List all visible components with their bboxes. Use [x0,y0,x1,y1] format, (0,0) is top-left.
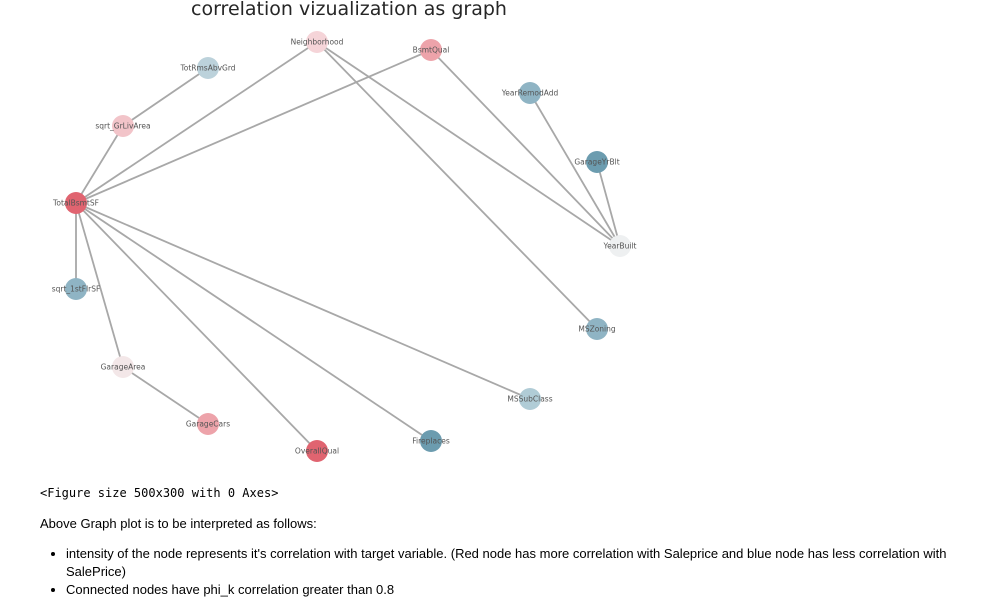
node-circle-yearbuilt [609,235,631,257]
node-garageyrblt: GarageYrBlt [574,151,620,173]
edge-neighborhood-yearbuilt [316,41,621,247]
node-label-fireplaces: Fireplaces [412,437,450,446]
node-garagearea: GarageArea [101,356,146,378]
node-totrmsabvgrd: TotRmsAbvGrd [179,57,236,79]
node-circle-yearremodadd [519,82,541,104]
node-circle-bsmtqual [420,39,442,61]
node-label-mszoning: MSZoning [578,325,616,334]
edge-garageyrblt-yearbuilt [596,161,621,247]
node-sqrt-grlivarea: sqrt_GrLivArea [95,115,151,137]
node-circle-garageyrblt [586,151,608,173]
node-label-garagearea: GarageArea [101,363,146,372]
edge-totalbsmtsf-mssubclass [75,202,531,400]
node-label-overallqual: OverallQual [295,447,339,456]
node-circle-mssubclass [519,388,541,410]
graph-title: correlation vizualization as graph [191,0,507,20]
bullet-list: intensity of the node represents it's co… [26,545,966,599]
edge-sqrt-grlivarea-totalbsmtsf [75,125,124,204]
node-label-garageyrblt: GarageYrBlt [574,158,619,167]
nodes-layer: Neighborhood BsmtQual TotRmsAbvGrd YearRemo… [52,31,637,462]
edge-bsmtqual-yearbuilt [430,49,621,247]
figure-output-text: <Figure size 500x300 with 0 Axes> [40,486,279,500]
explanation-text: Above Graph plot is to be interpreted as… [40,516,317,531]
node-yearremodadd: YearRemodAdd [501,82,559,104]
node-label-sqrt-grlivarea: sqrt_GrLivArea [95,122,150,131]
node-circle-sqrt-grlivarea [112,115,134,137]
node-label-sqrt-1stflrsf: sqrt_1stFlrSF [52,285,101,294]
node-circle-fireplaces [420,430,442,452]
node-label-yearbuilt: YearBuilt [603,242,637,251]
node-label-totrmsabvgrd: TotRmsAbvGrd [179,64,235,73]
edge-totrmsabvgrd-sqrt-grlivarea [122,67,209,127]
node-fireplaces: Fireplaces [412,430,450,452]
node-label-bsmtqual: BsmtQual [413,46,450,55]
edge-bsmtqual-totalbsmtsf [75,49,432,204]
node-circle-sqrt-1stflrsf [65,278,87,300]
node-yearbuilt: YearBuilt [603,235,637,257]
node-overallqual: OverallQual [295,440,339,462]
node-totalbsmtsf: TotalBsmtSF [52,192,99,214]
edge-neighborhood-totalbsmtsf [75,41,318,204]
node-label-mssubclass: MSSubClass [507,395,552,404]
edges-layer [75,41,621,452]
node-mssubclass: MSSubClass [507,388,553,410]
node-circle-overallqual [306,440,328,462]
node-mszoning: MSZoning [578,318,616,340]
edge-garagearea-garagecars [122,366,209,425]
edge-totalbsmtsf-fireplaces [75,202,432,442]
node-circle-totalbsmtsf [65,192,87,214]
node-circle-mszoning [586,318,608,340]
node-label-totalbsmtsf: TotalBsmtSF [52,199,99,208]
bullet-item-node-intensity: intensity of the node represents it's co… [66,545,966,581]
node-bsmtqual: BsmtQual [413,39,450,61]
node-label-yearremodadd: YearRemodAdd [501,89,559,98]
edge-totalbsmtsf-garagearea [75,202,124,368]
edge-yearremodadd-yearbuilt [529,92,621,247]
edge-totalbsmtsf-overallqual [75,202,318,452]
bullet-item-connected-nodes: Connected nodes have phi_k correlation g… [66,581,966,599]
node-circle-garagearea [112,356,134,378]
edge-neighborhood-mszoning [316,41,598,330]
node-circle-totrmsabvgrd [197,57,219,79]
node-garagecars: GarageCars [186,413,230,435]
node-label-neighborhood: Neighborhood [291,38,344,47]
node-label-garagecars: GarageCars [186,420,230,429]
node-sqrt-1stflrsf: sqrt_1stFlrSF [52,278,101,300]
correlation-graph: correlation vizualization as graph Neigh… [52,0,637,462]
node-circle-neighborhood [306,31,328,53]
node-neighborhood: Neighborhood [291,31,344,53]
node-circle-garagecars [197,413,219,435]
